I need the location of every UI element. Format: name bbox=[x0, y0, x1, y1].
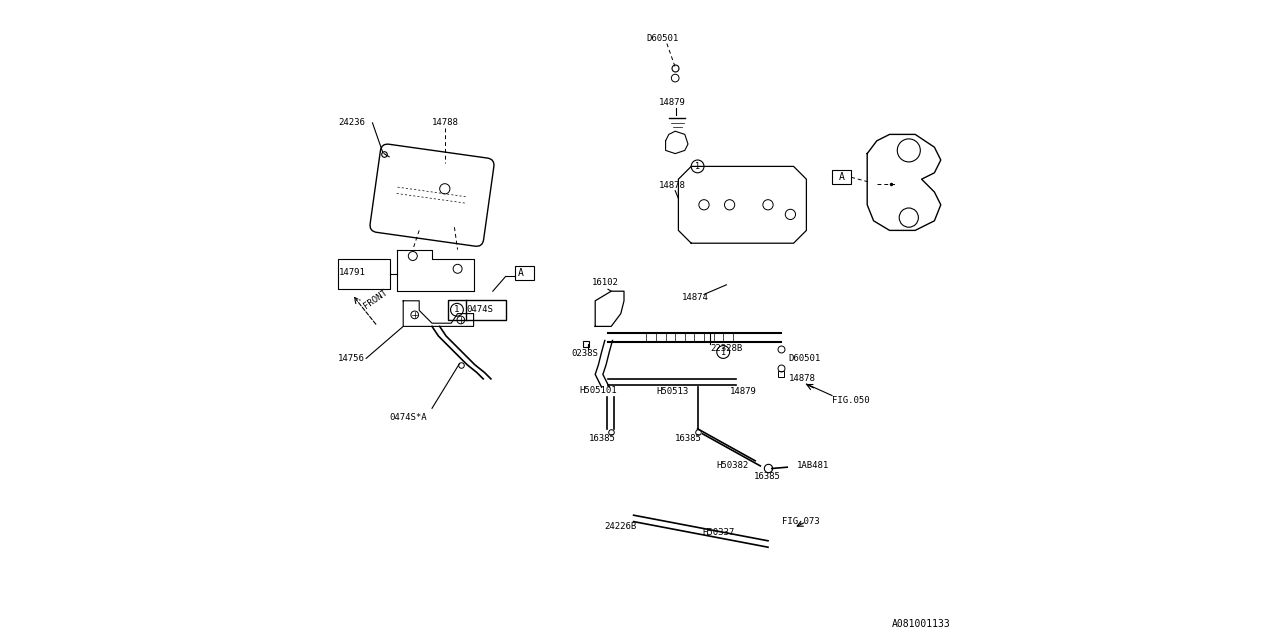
Bar bbox=[516, 266, 535, 280]
Text: 16385: 16385 bbox=[589, 434, 616, 443]
Text: H50513: H50513 bbox=[657, 387, 689, 396]
Text: 24236: 24236 bbox=[338, 118, 365, 127]
Text: 14879: 14879 bbox=[659, 98, 686, 107]
Text: 14878: 14878 bbox=[788, 374, 815, 383]
Text: 14878: 14878 bbox=[659, 181, 686, 190]
Text: 14756: 14756 bbox=[338, 354, 365, 363]
Text: 14791: 14791 bbox=[339, 268, 366, 276]
Text: 14879: 14879 bbox=[730, 387, 756, 396]
Text: 1: 1 bbox=[695, 162, 700, 171]
Text: 22328B: 22328B bbox=[710, 344, 742, 353]
Text: 16385: 16385 bbox=[676, 434, 701, 443]
Text: D60501: D60501 bbox=[646, 34, 678, 43]
Text: FIG.050: FIG.050 bbox=[832, 396, 869, 404]
Text: 0238S: 0238S bbox=[571, 349, 598, 358]
Bar bbox=[832, 170, 851, 184]
Text: 14874: 14874 bbox=[681, 293, 708, 302]
Bar bbox=[448, 300, 506, 320]
Text: H50337: H50337 bbox=[701, 528, 735, 537]
Text: 1: 1 bbox=[721, 348, 726, 356]
Text: A081001133: A081001133 bbox=[892, 619, 950, 629]
Bar bbox=[338, 259, 390, 289]
Text: 16385: 16385 bbox=[754, 472, 781, 481]
Text: 1: 1 bbox=[454, 305, 460, 314]
Text: A: A bbox=[517, 268, 524, 278]
Text: H50382: H50382 bbox=[717, 461, 749, 470]
Text: H505101: H505101 bbox=[580, 386, 617, 395]
Text: FRONT: FRONT bbox=[362, 287, 389, 310]
Text: 16102: 16102 bbox=[591, 278, 618, 287]
Text: 0474S*A: 0474S*A bbox=[389, 413, 426, 422]
Text: 14788: 14788 bbox=[433, 118, 458, 127]
Text: 24226B: 24226B bbox=[604, 522, 637, 531]
Text: D60501: D60501 bbox=[788, 354, 820, 363]
Text: 1AB481: 1AB481 bbox=[796, 461, 829, 470]
Text: 0474S: 0474S bbox=[467, 305, 493, 314]
Text: A: A bbox=[838, 172, 845, 182]
Text: FIG.073: FIG.073 bbox=[782, 517, 819, 526]
